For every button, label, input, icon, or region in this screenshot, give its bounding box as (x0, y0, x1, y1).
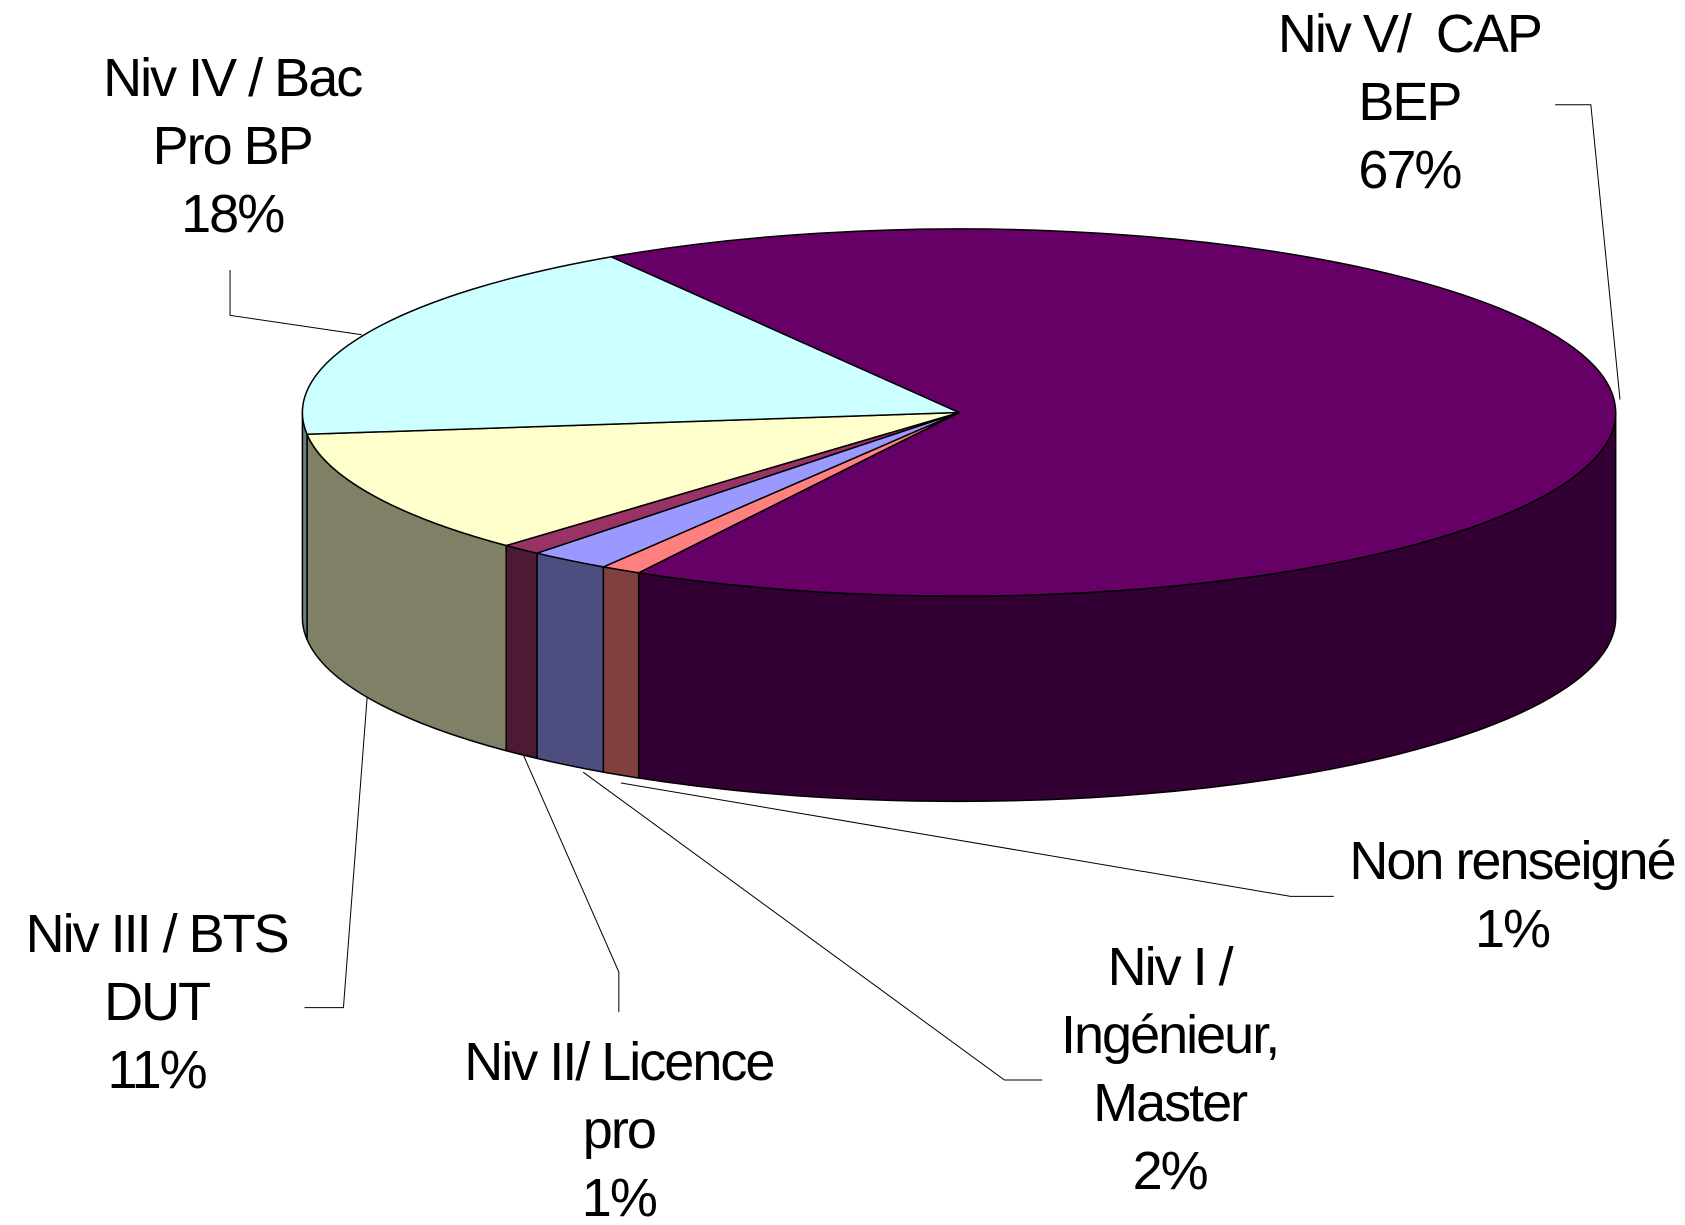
value-label: 1% (1474, 898, 1551, 959)
category: Niv II/ Licence pro (464, 1031, 775, 1160)
value-label: 67% (1358, 140, 1462, 200)
value-label: 11% (107, 1040, 208, 1101)
leader-line (582, 771, 1043, 1081)
category: Niv III / BTS DUT (25, 904, 290, 1033)
category: Niv I / Ingénieur, Master (1061, 936, 1280, 1133)
slice-label: Niv III / BTS DUT 11% (25, 900, 290, 1104)
leader-line (523, 755, 620, 1012)
leader-line (620, 782, 1334, 897)
slice-side (536, 552, 605, 773)
slice-label: Niv IV / Bac Pro BP 18% (103, 44, 363, 248)
value-label: 18% (181, 183, 285, 244)
value-label: 1% (581, 1167, 658, 1225)
slice-side (301, 411, 308, 641)
slice-top (306, 411, 960, 547)
leader-line (304, 696, 368, 1009)
category: Niv IV / Bac Pro BP (103, 47, 363, 176)
category: Non renseigné (1349, 830, 1676, 891)
leader-line (229, 270, 362, 336)
slice-label: Niv I / Ingénieur, Master 2% (1061, 933, 1280, 1205)
category: Niv V/ CAP BEP (1277, 4, 1543, 132)
slice-side (505, 544, 538, 760)
slice-side (602, 566, 640, 779)
slice-label: Non renseigné 1% (1349, 827, 1676, 963)
slice-top (610, 228, 1617, 597)
value-label: 2% (1132, 1140, 1209, 1201)
slice-label: Niv II/ Licence pro 1% (464, 1028, 775, 1225)
slice-label: Niv V/ CAP BEP 67% (1277, 0, 1543, 204)
slice-top (301, 256, 960, 436)
leader-line (1555, 104, 1621, 400)
